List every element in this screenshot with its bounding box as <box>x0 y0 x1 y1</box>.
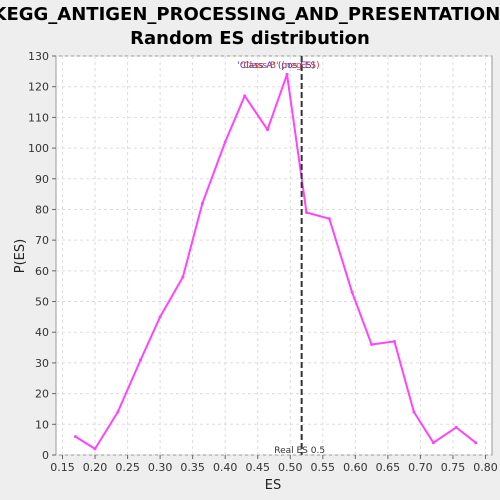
y-tick-label: 70 <box>35 234 49 247</box>
class-annotation: 'Class A' (pos ES) <box>237 61 315 71</box>
x-tick-label: 0.70 <box>408 461 433 474</box>
real-es-label: Real ES 0.5 <box>274 446 325 456</box>
data-point <box>243 94 247 98</box>
x-tick-label: 0.75 <box>441 461 466 474</box>
data-point <box>454 425 458 429</box>
data-point <box>158 315 162 319</box>
y-tick-label: 100 <box>28 142 49 155</box>
data-point <box>223 140 227 144</box>
chart-title: KEGG_ANTIGEN_PROCESSING_AND_PRESENTATION… <box>0 4 500 25</box>
x-tick-label: 0.65 <box>376 461 401 474</box>
y-tick-label: 40 <box>35 326 49 339</box>
data-point <box>431 441 435 445</box>
y-tick-label: 80 <box>35 203 49 216</box>
x-tick-label: 0.60 <box>343 461 368 474</box>
x-tick-label: 0.35 <box>180 461 205 474</box>
y-tick-label: 60 <box>35 265 49 278</box>
y-tick-label: 110 <box>28 111 49 124</box>
x-tick-label: 0.15 <box>50 461 75 474</box>
data-point <box>412 410 416 414</box>
data-point <box>265 128 269 132</box>
data-point <box>116 410 120 414</box>
data-point <box>181 275 185 279</box>
chart-subtitle: Random ES distribution <box>130 28 370 49</box>
es-distribution-line <box>74 73 477 450</box>
y-tick-label: 90 <box>35 173 49 186</box>
data-point <box>370 343 374 347</box>
x-tick-label: 0.45 <box>245 461 270 474</box>
y-tick-label: 10 <box>35 418 49 431</box>
plot-background <box>55 55 493 456</box>
data-point <box>200 201 204 205</box>
y-tick-label: 30 <box>35 357 49 370</box>
x-tick-label: 0.25 <box>115 461 140 474</box>
x-tick-label: 0.40 <box>213 461 238 474</box>
data-point <box>474 441 478 445</box>
data-point <box>305 211 309 215</box>
data-point <box>139 358 143 362</box>
plot-area: 0 10 20 30 40 50 60 70 80 90 100 110 120 130 0.15 0.20 0… <box>28 50 498 474</box>
data-point <box>392 339 396 343</box>
data-point <box>350 290 354 294</box>
y-tick-label: 50 <box>35 296 49 309</box>
y-tick-label: 130 <box>28 50 49 63</box>
x-tick-label: 0.55 <box>311 461 336 474</box>
y-tick-label: 120 <box>28 81 49 94</box>
data-point <box>93 447 97 451</box>
y-tick-label: 20 <box>35 388 49 401</box>
data-point <box>285 72 289 76</box>
x-axis-label: ES <box>265 478 281 493</box>
x-tick-label: 0.80 <box>473 461 498 474</box>
y-axis-label: P(ES) <box>13 239 28 273</box>
x-tick-label: 0.50 <box>278 461 303 474</box>
class-annotation: 'Class B' (neg ES) <box>241 61 320 71</box>
x-tick-label: 0.20 <box>83 461 108 474</box>
data-point <box>74 435 78 439</box>
data-point <box>327 217 331 221</box>
x-tick-label: 0.30 <box>148 461 173 474</box>
y-tick-label: 0 <box>42 449 49 462</box>
